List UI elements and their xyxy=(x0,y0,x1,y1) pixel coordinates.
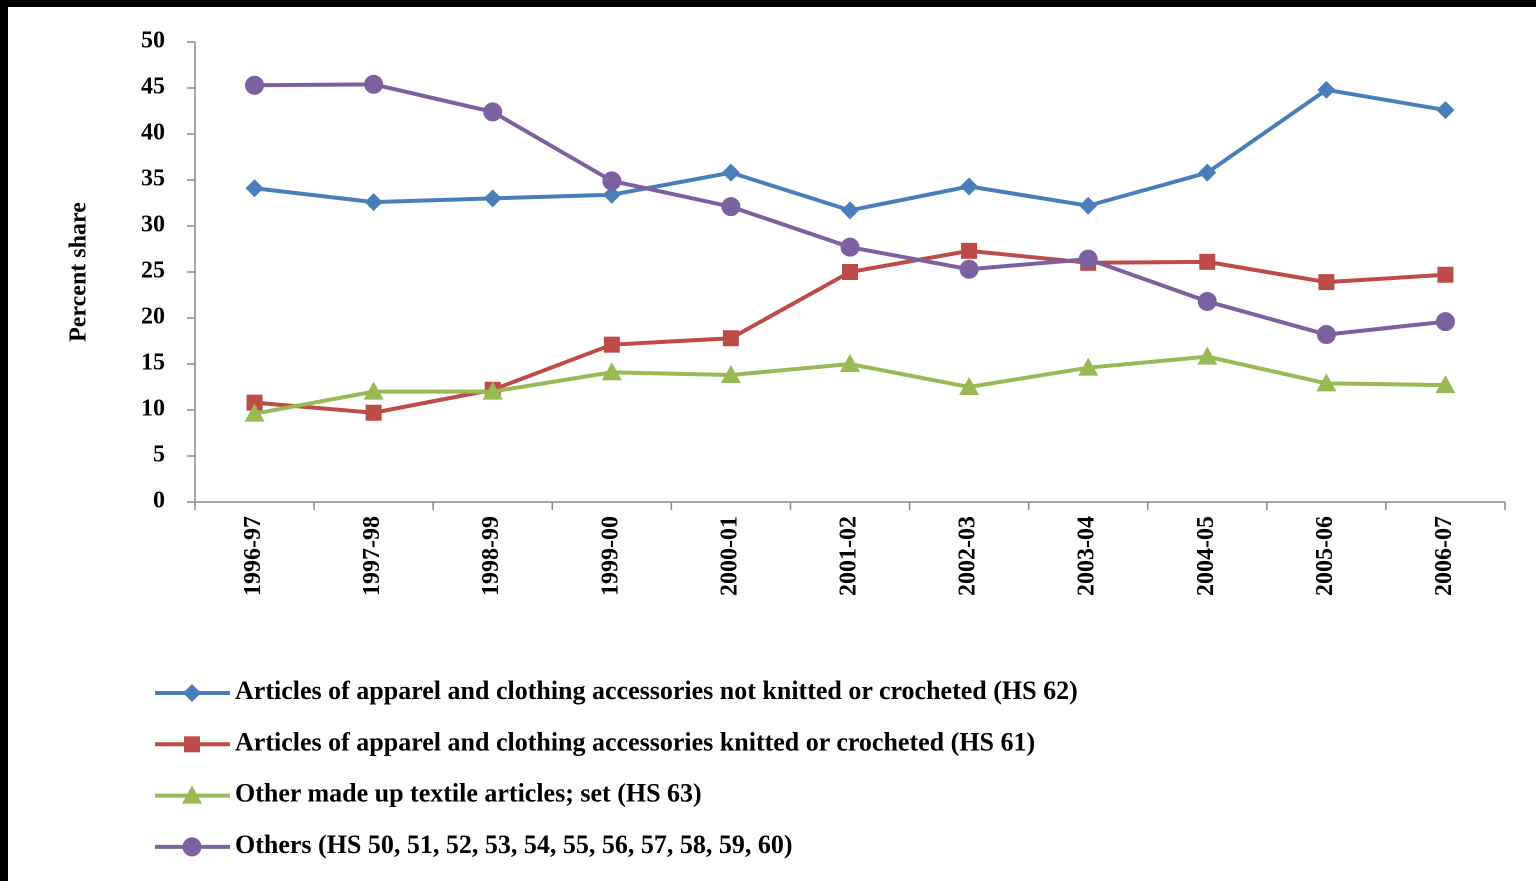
marker xyxy=(1199,253,1216,270)
marker xyxy=(483,102,503,122)
legend-label: Other made up textile articles; set (HS … xyxy=(235,779,702,808)
marker xyxy=(183,684,201,702)
y-tick-label: 10 xyxy=(141,396,165,422)
x-tick-label: 1996-97 xyxy=(240,516,266,596)
marker xyxy=(959,377,980,395)
marker xyxy=(601,362,622,381)
legend-label: Articles of apparel and clothing accesso… xyxy=(235,727,1035,756)
marker xyxy=(721,197,741,217)
y-tick-label: 25 xyxy=(141,258,165,284)
y-tick-label: 5 xyxy=(153,442,165,468)
marker xyxy=(842,264,858,280)
legend-label: Others (HS 50, 51, 52, 53, 54, 55, 56, 5… xyxy=(235,830,793,859)
marker xyxy=(841,201,859,220)
y-tick-label: 0 xyxy=(153,488,165,514)
y-axis-label: Percent share xyxy=(66,202,92,342)
marker xyxy=(960,177,979,196)
marker xyxy=(1317,80,1336,99)
marker xyxy=(244,403,265,422)
x-tick-label: 2000-01 xyxy=(716,516,742,596)
marker xyxy=(1437,266,1454,283)
x-tick-label: 2003-04 xyxy=(1074,516,1100,596)
x-tick-label: 2004-05 xyxy=(1193,516,1219,596)
y-tick-label: 30 xyxy=(141,212,165,238)
marker xyxy=(1316,325,1336,345)
marker xyxy=(483,189,502,208)
x-tick-label: 2002-03 xyxy=(955,516,981,596)
x-tick-label: 1997-98 xyxy=(359,516,385,596)
marker xyxy=(721,163,740,182)
marker xyxy=(602,171,622,191)
marker xyxy=(184,736,200,753)
marker xyxy=(365,404,382,421)
y-tick-label: 45 xyxy=(141,74,165,100)
marker xyxy=(1079,196,1098,215)
marker xyxy=(182,837,202,857)
x-tick-label: 2005-06 xyxy=(1312,516,1338,596)
x-tick-label: 2006-07 xyxy=(1431,516,1457,596)
x-tick-label: 2001-02 xyxy=(836,516,862,596)
marker xyxy=(602,185,621,204)
series-line xyxy=(254,87,1446,213)
marker xyxy=(840,237,860,257)
marker xyxy=(603,336,620,353)
marker xyxy=(364,193,383,212)
marker xyxy=(1078,249,1098,269)
marker xyxy=(959,259,979,279)
marker xyxy=(363,381,384,400)
marker xyxy=(1436,101,1455,120)
marker xyxy=(1198,163,1217,182)
marker xyxy=(182,785,202,804)
y-tick-label: 40 xyxy=(141,120,165,146)
marker xyxy=(246,394,263,411)
marker xyxy=(1318,274,1335,291)
marker xyxy=(245,179,264,198)
y-tick-label: 15 xyxy=(141,350,165,376)
y-tick-label: 35 xyxy=(141,166,165,192)
marker xyxy=(364,74,384,94)
marker xyxy=(722,330,739,347)
marker xyxy=(1435,312,1455,332)
marker xyxy=(840,354,860,372)
marker xyxy=(961,242,978,259)
marker xyxy=(720,365,741,384)
x-tick-label: 1999-00 xyxy=(597,516,623,596)
marker xyxy=(1197,291,1217,311)
y-tick-label: 50 xyxy=(141,28,165,54)
marker xyxy=(245,75,265,95)
y-tick-label: 20 xyxy=(141,304,165,330)
marker xyxy=(1197,346,1218,365)
marker xyxy=(1078,357,1099,376)
legend-label: Articles of apparel and clothing accesso… xyxy=(235,676,1078,705)
marker xyxy=(1316,373,1337,392)
marker xyxy=(1435,375,1456,394)
marker xyxy=(482,381,503,400)
x-tick-label: 1998-99 xyxy=(478,516,504,596)
